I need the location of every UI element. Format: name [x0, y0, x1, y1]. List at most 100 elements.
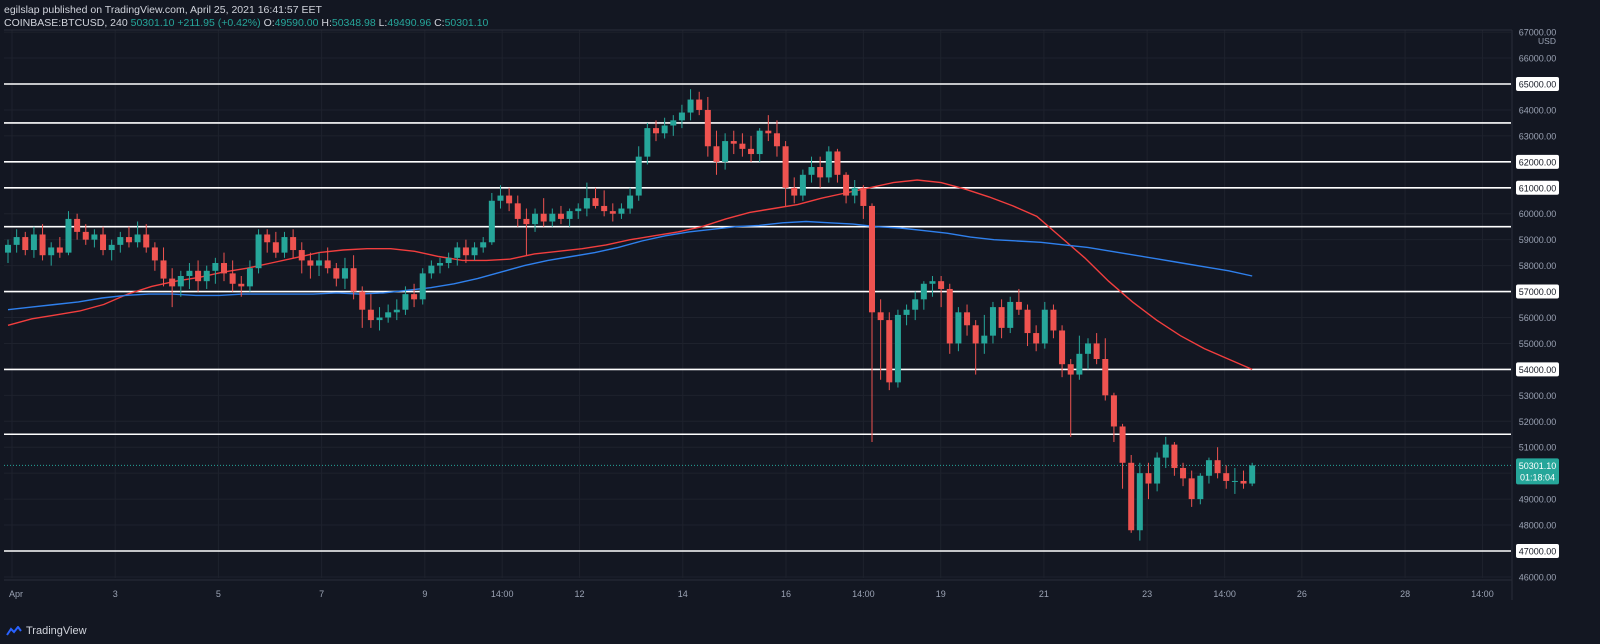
tradingview-brand[interactable]: TradingView: [6, 625, 87, 637]
candle: [609, 203, 616, 222]
candle-body: [1041, 309, 1048, 344]
candle: [272, 231, 279, 258]
candle-body: [419, 273, 426, 300]
candle: [1231, 467, 1238, 494]
candle-body: [497, 195, 504, 201]
candle: [350, 255, 357, 300]
candle: [437, 257, 443, 274]
candle-body: [350, 268, 357, 292]
candle-body: [229, 273, 236, 284]
candle-body: [307, 260, 314, 266]
candles: [5, 89, 1256, 541]
candle: [1110, 392, 1117, 443]
candle-body: [989, 307, 996, 336]
candle: [359, 286, 366, 328]
candle-body: [1076, 353, 1083, 375]
candle: [1223, 465, 1230, 489]
candle: [316, 252, 323, 276]
candle-body: [644, 128, 651, 157]
candle-body: [1145, 473, 1152, 484]
candle-body: [402, 294, 409, 310]
candle-body: [428, 265, 435, 274]
candle: [972, 320, 979, 375]
candle: [929, 275, 936, 297]
high-value: 50348.98: [331, 17, 376, 29]
candle: [134, 221, 141, 248]
candle-body: [964, 312, 971, 326]
price-tick-label: 67000.00: [1519, 28, 1557, 38]
candle: [125, 226, 132, 248]
candle: [1154, 452, 1161, 492]
candle: [480, 237, 487, 253]
candle-body: [1110, 395, 1117, 427]
candle-body: [877, 312, 884, 321]
candle-body: [549, 213, 556, 222]
candle: [903, 304, 910, 326]
time-tick-label: 14:00: [852, 589, 875, 599]
candle: [938, 275, 945, 308]
ohlc-legend: COINBASE:BTCUSD, 240 50301.10 +211.95 (+…: [4, 17, 488, 29]
candle: [635, 146, 642, 201]
time-tick-label: 28: [1400, 589, 1410, 599]
candle-body: [1085, 343, 1091, 354]
candle: [843, 172, 850, 204]
candle: [713, 130, 720, 175]
candle-body: [177, 275, 184, 287]
candle-body: [22, 237, 29, 251]
candle: [471, 242, 478, 261]
candle: [601, 190, 608, 217]
candle-body: [1249, 465, 1256, 484]
close-label: C:: [434, 17, 445, 29]
level-price-tag: [1516, 544, 1559, 558]
candle: [653, 120, 659, 142]
price-tick-label: 48000.00: [1519, 521, 1557, 531]
candle-body: [929, 281, 936, 284]
candle-body: [1197, 475, 1204, 500]
candle: [946, 283, 953, 354]
symbol-label: COINBASE:BTCUSD, 240: [4, 17, 128, 29]
candle-body: [1205, 460, 1212, 476]
candle-body: [100, 234, 107, 251]
candle: [1050, 304, 1057, 339]
candle: [307, 252, 314, 279]
candle: [1041, 301, 1048, 349]
candle-body: [212, 263, 219, 271]
change-value: +211.95 (+0.42%): [177, 17, 261, 29]
candle-body: [333, 268, 340, 279]
candle-body: [56, 247, 63, 253]
candle-body: [627, 195, 634, 209]
candle: [964, 304, 971, 336]
candle: [169, 268, 176, 308]
candle: [100, 226, 107, 256]
candle-body: [817, 167, 824, 178]
candle: [739, 133, 746, 157]
candle: [30, 226, 37, 258]
candle-body: [1059, 330, 1066, 365]
candle: [1007, 296, 1014, 334]
candle: [1076, 335, 1083, 380]
candle-body: [946, 288, 953, 344]
candle-body: [195, 270, 202, 282]
candle: [1093, 333, 1100, 365]
candle: [290, 229, 297, 258]
candle: [618, 203, 625, 219]
candle: [151, 242, 158, 271]
candle: [333, 263, 340, 287]
candle-body: [756, 130, 763, 155]
candle-body: [938, 281, 945, 289]
candle-body: [618, 208, 625, 214]
candle: [238, 275, 245, 297]
candle: [212, 257, 219, 284]
price-tick-label: 63000.00: [1519, 131, 1557, 141]
candle: [661, 117, 668, 139]
candle: [22, 231, 29, 256]
candle: [1188, 470, 1195, 507]
candle: [1033, 325, 1040, 352]
candle: [920, 281, 927, 310]
high-label: H:: [321, 17, 332, 29]
candle-body: [696, 99, 703, 110]
candle: [514, 195, 521, 227]
candle-body: [678, 112, 685, 121]
open-label: O:: [263, 17, 275, 29]
